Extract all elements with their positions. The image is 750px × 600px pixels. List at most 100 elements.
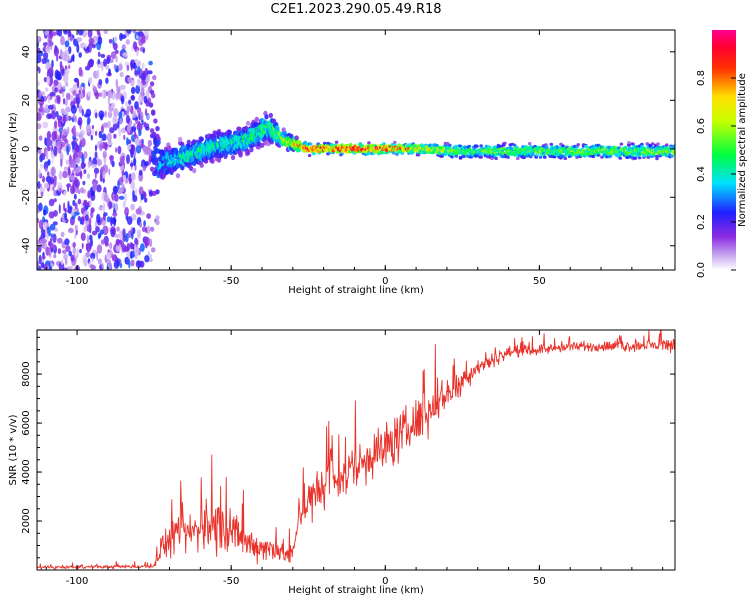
spectrogram-cell	[38, 135, 43, 141]
spectrogram-cell	[42, 209, 47, 216]
spectrogram-cell	[543, 155, 547, 159]
spectrogram-cell	[86, 46, 90, 52]
spectrogram-cell	[123, 193, 128, 203]
spectrogram-cell	[112, 185, 118, 195]
spectrogram-cell	[307, 153, 312, 158]
spectrogram-axes: -100 -50 0 50 -40 -20 0 20 40	[21, 30, 675, 287]
spectrogram-cell	[46, 234, 49, 240]
spectrogram-cell	[47, 104, 54, 110]
colorbar-ticks: 0.0 0.2 0.4 0.6 0.8	[696, 70, 736, 278]
spectrogram-cell	[479, 144, 483, 148]
spectrogram-cell	[98, 206, 103, 211]
spectrogram-cell	[79, 248, 82, 254]
spectrogram-cell	[61, 249, 67, 254]
spectrogram-cell	[105, 77, 109, 84]
spectrogram-cell	[134, 101, 139, 110]
spectrogram-cell	[334, 140, 339, 144]
spectrogram-cell	[40, 91, 46, 96]
spectrogram-cell	[245, 120, 251, 126]
spectrogram-cell	[45, 167, 48, 172]
spectrogram-cell	[155, 215, 160, 221]
spectrogram-cell	[140, 210, 145, 216]
spectrogram-cell	[227, 129, 232, 135]
spectrogram-cell	[97, 36, 103, 45]
spectrogram-cell	[38, 90, 42, 98]
spectrogram-cell	[118, 195, 125, 200]
spectrogram-cell	[145, 145, 151, 155]
spectrogram-cell	[42, 216, 46, 223]
spectrogram-cell	[51, 59, 54, 69]
spectrogram-cell	[46, 130, 52, 140]
spectrogram-cell	[137, 82, 143, 87]
spectrogram-cell	[108, 105, 114, 113]
spectrogram-cell	[106, 216, 111, 223]
spectrogram-cell	[65, 245, 71, 252]
spectrogram-cell	[212, 130, 217, 136]
spectrogram-cell	[115, 238, 120, 246]
spectrogram-cell	[90, 252, 96, 260]
spectrogram-cell	[134, 138, 139, 145]
spectrogram-cell	[126, 216, 133, 225]
spectrogram-cell	[94, 170, 97, 180]
spectrogram-cell	[39, 187, 45, 194]
spectrogram-cell	[83, 169, 87, 175]
spectrogram-cell	[53, 198, 57, 203]
spectrogram-cell	[141, 226, 146, 233]
spectrogram-cell	[97, 258, 102, 265]
spectrogram-cell	[45, 87, 49, 92]
spectrogram-cell	[72, 113, 76, 120]
spectrogram-cell	[121, 183, 125, 193]
spectrogram-cell	[72, 199, 76, 207]
spectrogram-cell	[47, 40, 50, 50]
spectrogram-cell	[125, 39, 131, 45]
spectrogram-cell	[114, 203, 119, 212]
spectrogram-cell	[125, 110, 128, 116]
spectrogram-cell	[77, 189, 81, 195]
spectrogram-cell	[43, 221, 48, 229]
spectrogram-cell	[38, 67, 41, 74]
spectrogram-cell	[60, 158, 63, 168]
spectrogram-cell	[117, 179, 120, 190]
spectrogram-cell	[64, 40, 70, 48]
spectrogram-cell	[38, 107, 44, 113]
spectrogram-cell	[58, 188, 62, 193]
spectrogram-cell	[92, 86, 97, 94]
spectrogram-cell	[110, 216, 113, 227]
spectrogram-cell	[110, 228, 116, 238]
spectrogram-cell	[249, 147, 254, 153]
spectrogram-cell	[132, 41, 138, 50]
spectrogram-cell	[121, 44, 127, 50]
spectrogram-cell	[118, 128, 122, 137]
y-tick-label: 8000	[21, 361, 32, 386]
spectrogram-cell	[148, 60, 153, 66]
spectrogram-cell	[143, 220, 147, 227]
spectrogram-cell	[156, 139, 161, 145]
spectrogram-cell	[134, 131, 137, 138]
spectrogram-cell	[130, 252, 133, 260]
spectrogram-cell	[37, 123, 42, 130]
spectrogram-cell	[670, 154, 674, 158]
spectrogram-cell	[128, 177, 132, 185]
spectrogram-cell	[130, 259, 135, 267]
spectrogram-cell	[70, 254, 75, 262]
spectrogram-cell	[65, 98, 68, 107]
spectrogram-cell	[43, 52, 49, 60]
spectrogram-cell	[516, 156, 520, 161]
spectrogram-cell	[99, 173, 103, 183]
spectrogram-cell	[58, 204, 61, 214]
spectrogram-cell	[70, 175, 75, 181]
spectrogram-cell	[85, 252, 91, 258]
spectrogram-cell	[78, 105, 83, 113]
spectrogram-cell	[46, 75, 50, 86]
spectrogram-cell	[39, 103, 43, 108]
spectrogram-cell	[512, 143, 517, 147]
x-tick-label: 50	[533, 276, 546, 287]
spectrogram-cell	[114, 193, 119, 202]
spectrogram-cell	[133, 157, 137, 167]
spectrogram-cell	[531, 153, 535, 157]
spectrogram-cell	[121, 111, 125, 118]
x-tick-label: -100	[66, 276, 89, 287]
spectrogram-cell	[78, 52, 82, 58]
spectrogram-cell	[119, 262, 123, 269]
spectrogram-cell	[62, 242, 66, 249]
